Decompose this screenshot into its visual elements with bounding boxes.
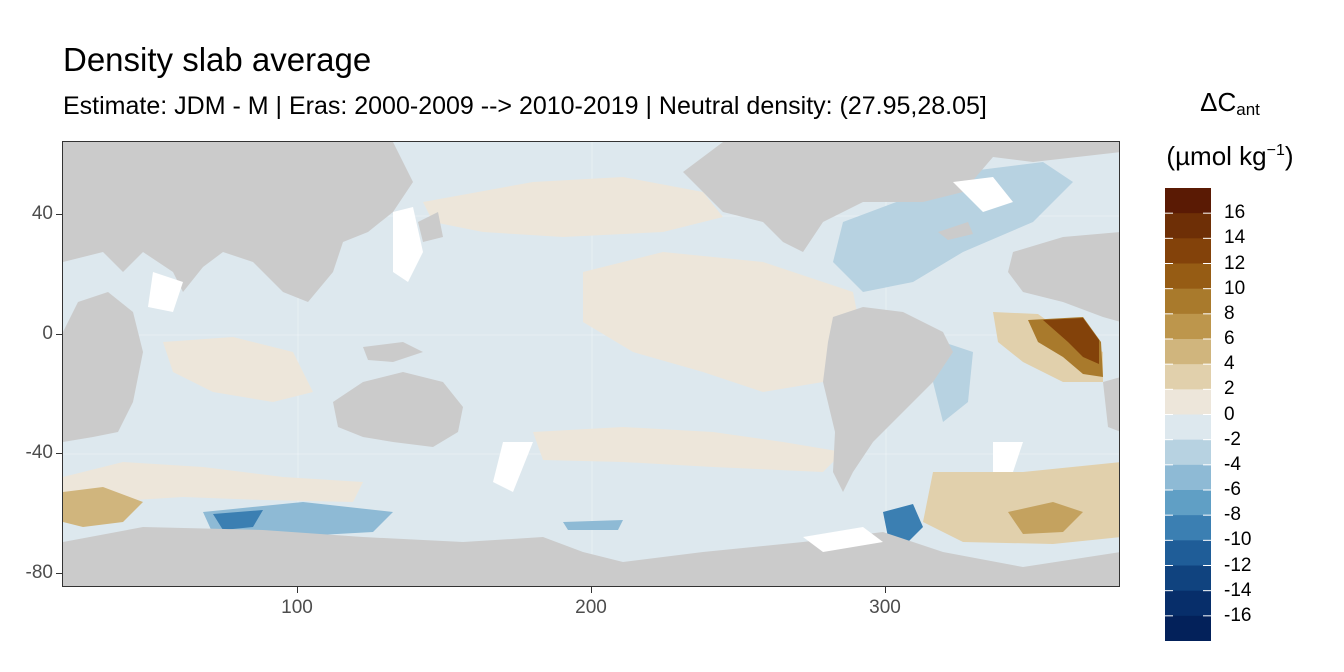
amundsen-blue — [563, 520, 623, 530]
no-data-west-pacific — [393, 207, 423, 282]
southern-indian-band — [63, 462, 363, 507]
legend-swatch — [1165, 540, 1211, 566]
legend-label: -16 — [1224, 604, 1252, 626]
y-tickmark-minus80 — [56, 573, 62, 574]
legend-label: -2 — [1224, 428, 1241, 450]
legend-unit-sup: −1 — [1266, 142, 1285, 159]
legend-swatch — [1165, 615, 1211, 641]
x-tick-label: 200 — [575, 597, 607, 618]
y-tickmark-0 — [56, 334, 62, 335]
legend-swatch — [1165, 389, 1211, 415]
legend-unit-suffix: ) — [1284, 141, 1294, 171]
legend-label: -14 — [1224, 579, 1252, 601]
legend-label: -4 — [1224, 453, 1241, 475]
x-tick-label: 100 — [281, 597, 313, 618]
y-tickmark-minus40 — [56, 453, 62, 454]
legend-label: 16 — [1224, 202, 1246, 224]
legend-title: ΔCant (µmol kg−1) — [1165, 86, 1295, 172]
no-data-north-atlantic — [953, 177, 1013, 212]
southern-indian-deep — [213, 510, 263, 530]
legend-swatch — [1165, 238, 1211, 264]
no-data-fringes — [148, 177, 1023, 552]
east-pacific-warm — [583, 252, 863, 392]
land-caribbean — [938, 222, 973, 240]
legend-swatch — [1165, 490, 1211, 516]
legend-swatch — [1165, 414, 1211, 441]
south-atlantic-patch — [1008, 502, 1083, 534]
y-tick-label: -40 — [25, 442, 53, 463]
legend-label: 0 — [1224, 403, 1235, 425]
legend-label: 14 — [1224, 227, 1246, 249]
y-tick-label: 40 — [31, 203, 53, 224]
legend-label: 6 — [1224, 328, 1235, 349]
legend-swatch — [1165, 590, 1211, 617]
chart-subtitle: Estimate: JDM - M | Eras: 2000-2009 --> … — [63, 92, 987, 120]
legend-label: 8 — [1224, 302, 1235, 324]
legend-swatch — [1165, 439, 1211, 466]
legend-title-main: ΔC — [1200, 87, 1237, 117]
x-tick-label: 300 — [869, 597, 901, 618]
south-pacific-band — [533, 427, 843, 472]
legend-swatch — [1165, 464, 1211, 491]
legend-label: -6 — [1224, 479, 1241, 500]
legend-title-sub: ant — [1236, 100, 1260, 119]
legend-label: 2 — [1224, 378, 1235, 400]
legend-label: -12 — [1224, 554, 1252, 576]
legend-swatch — [1165, 263, 1211, 290]
legend-label: 10 — [1224, 277, 1246, 299]
legend-swatch — [1165, 188, 1211, 214]
land-africa-east — [63, 292, 143, 442]
legend-colorbar — [1165, 188, 1211, 641]
land-south-america — [823, 307, 953, 492]
legend-swatch — [1165, 565, 1211, 592]
legend-label: -8 — [1224, 504, 1241, 526]
legend-swatch — [1165, 213, 1211, 239]
land-indonesia — [363, 342, 423, 362]
y-tick-label: -80 — [25, 562, 53, 583]
map-plot — [63, 142, 1119, 586]
chart-title: Density slab average — [63, 41, 372, 78]
x-tickmark-200 — [591, 587, 592, 593]
indian-ocean-warm — [163, 337, 313, 402]
no-data-south-atlantic — [993, 442, 1023, 472]
land-west-africa — [1008, 232, 1119, 322]
x-tickmark-300 — [885, 587, 886, 593]
gulf-of-guinea-hotspot — [1043, 318, 1099, 364]
sw-indian-patch — [63, 487, 143, 527]
land-south-africa-edge — [1103, 377, 1119, 432]
legend-unit-prefix: (µmol kg — [1166, 141, 1267, 171]
legend-label: 12 — [1224, 252, 1246, 274]
legend-swatch — [1165, 364, 1211, 390]
legend-label: 4 — [1224, 353, 1235, 375]
no-data-arabian-sea — [148, 272, 183, 312]
no-data-drake-passage — [803, 527, 883, 552]
land-north-america — [683, 142, 1119, 252]
y-tickmark-40 — [56, 214, 62, 215]
legend-swatch — [1165, 288, 1211, 315]
legend-label: -10 — [1224, 529, 1252, 551]
land-eurasia — [63, 142, 413, 302]
no-data-new-zealand — [493, 442, 533, 492]
x-tickmark-100 — [297, 587, 298, 593]
legend-swatch — [1165, 515, 1211, 541]
legend-swatch — [1165, 339, 1211, 365]
land-japan — [418, 212, 443, 242]
legend-swatch — [1165, 313, 1211, 340]
y-tick-label: 0 — [42, 323, 53, 344]
map-panel — [62, 141, 1120, 587]
north-pacific-warm — [423, 177, 723, 237]
land-australia — [333, 372, 463, 447]
southern-indian-blue — [203, 502, 393, 537]
positive-anomaly-regions — [63, 142, 1119, 544]
